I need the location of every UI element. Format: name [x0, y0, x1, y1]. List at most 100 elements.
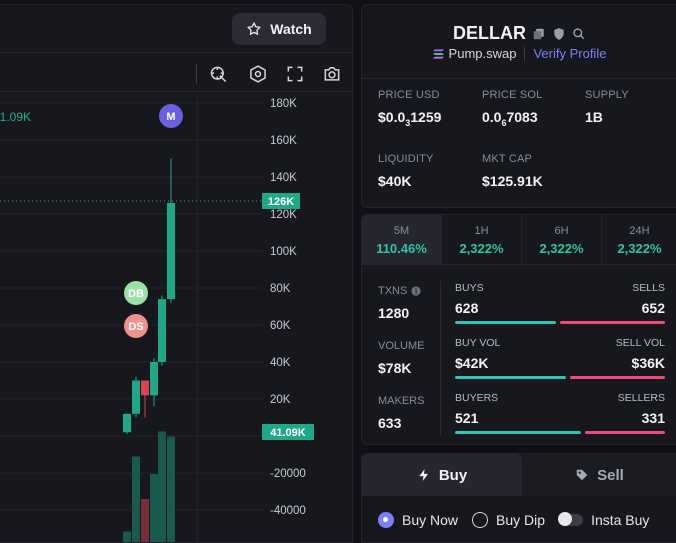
price-usd-label: PRICE USD: [378, 89, 440, 101]
price-axis-tick: 80K: [270, 283, 291, 295]
candle-body[interactable]: [123, 413, 131, 433]
candles: [123, 158, 175, 435]
tab-5m-value: 110.46%: [376, 241, 427, 256]
stat-makers: MAKERS 633: [378, 395, 424, 431]
candle-body[interactable]: [150, 362, 158, 396]
buyvol-sellvol-row: BUY VOL SELL VOL $42K $36K: [455, 337, 665, 379]
watch-button[interactable]: Watch: [232, 13, 326, 45]
buyvol-label: BUY VOL: [455, 337, 501, 349]
buyers-sellers-row: BUYERS SELLERS 521 331: [455, 392, 665, 434]
price-axis-tick: 140K: [270, 172, 297, 184]
solana-icon: [432, 48, 444, 59]
fullscreen-icon: [287, 66, 303, 82]
hexagon-settings-icon: [250, 65, 266, 83]
marker-db[interactable]: DB: [124, 281, 148, 305]
fullscreen-button[interactable]: [283, 62, 307, 86]
volume-bar: [141, 499, 149, 542]
buyvol-bar-fill: [455, 376, 567, 379]
verify-profile-link[interactable]: Verify Profile: [533, 46, 607, 61]
trade-tabs: Buy Sell: [362, 454, 676, 496]
watch-label: Watch: [270, 21, 312, 37]
candle-body[interactable]: [158, 299, 166, 362]
sellvol-value: $36K: [631, 355, 665, 371]
volume-tag: 41.09K: [262, 424, 314, 440]
stat-txns: TXNS 1280: [378, 285, 421, 321]
txns-value: 1280: [378, 305, 410, 321]
candle-body[interactable]: [132, 380, 140, 414]
price-usd-value: $0.031259: [378, 109, 442, 128]
search-icon[interactable]: [572, 27, 586, 41]
price-sol-label: PRICE SOL: [482, 89, 543, 101]
tab-5m-label: 5M: [393, 225, 410, 237]
insta-buy-toggle[interactable]: Insta Buy: [558, 512, 650, 528]
last-price-readout: 41.09K: [0, 110, 32, 124]
buy-tab[interactable]: Buy: [362, 454, 522, 496]
buy-tab-label: Buy: [438, 466, 468, 484]
indicator-tool-button[interactable]: [207, 62, 231, 86]
settings-tool-button[interactable]: [246, 62, 270, 86]
stat-price-usd: PRICE USD $0.031259: [378, 89, 441, 128]
timeframe-tabs: 5M 110.46% 1H 2,322% 6H 2,322% 24H 2,322…: [362, 215, 676, 265]
source-divider: [524, 46, 526, 61]
tab-1h-label: 1H: [474, 225, 489, 237]
sellers-label: SELLERS: [617, 392, 665, 404]
current-price-tag: 126K: [262, 193, 300, 209]
buys-sells-row: BUYS SELLS 628 652: [455, 282, 665, 324]
buyvol-value: $42K: [455, 355, 489, 371]
tab-1h-value: 2,322%: [459, 241, 504, 256]
order-type-row: Buy Now Buy Dip Insta Buy: [378, 512, 649, 528]
buyvol-sellvol-bar: [455, 376, 665, 379]
chart-toolbar: [0, 54, 352, 92]
price-chart[interactable]: 180K 160K 140K 120K 100K 80K 60K 40K 20K -20000 -4…: [0, 93, 353, 543]
lightning-icon: [419, 469, 428, 481]
magic-cursor-icon: [210, 66, 227, 83]
price-axis-tick: 20K: [270, 394, 291, 406]
marker-m[interactable]: M: [159, 104, 183, 128]
marker-ds-label: DS: [128, 321, 143, 333]
makers-label: MAKERS: [378, 395, 425, 407]
volume-bar: [132, 456, 140, 542]
buys-value: 628: [455, 300, 479, 316]
volume-bar: [123, 531, 131, 542]
buys-sells-bar: [455, 321, 665, 324]
screenshot-button[interactable]: [320, 62, 344, 86]
liquidity-label: LIQUIDITY: [378, 153, 434, 165]
sellers-value: 331: [641, 410, 665, 426]
tab-24h-label: 24H: [629, 225, 650, 237]
insta-buy-label: Insta Buy: [591, 512, 650, 528]
tab-5m[interactable]: 5M 110.46%: [362, 215, 442, 265]
tab-1h[interactable]: 1H 2,322%: [442, 215, 522, 265]
camera-icon: [324, 67, 340, 81]
sellers-bar-fill: [585, 431, 665, 434]
buyers-bar-fill: [455, 431, 582, 434]
buyers-label: BUYERS: [455, 392, 499, 404]
shield-icon[interactable]: [552, 27, 566, 41]
sell-tab[interactable]: Sell: [522, 454, 676, 496]
sell-tab-label: Sell: [597, 466, 624, 484]
chart-grid: [0, 102, 262, 511]
price-sol-value: 0.067083: [482, 109, 538, 128]
sells-label: SELLS: [632, 282, 665, 294]
stat-price-sol: PRICE SOL 0.067083: [482, 89, 543, 128]
buy-now-option[interactable]: Buy Now: [378, 512, 458, 528]
candle-body[interactable]: [167, 202, 175, 300]
price-axis-tick: 100K: [270, 246, 297, 258]
source-link[interactable]: Pump.swap: [432, 46, 517, 61]
copy-icon[interactable]: [532, 27, 546, 41]
info-icon[interactable]: [411, 286, 421, 296]
buy-dip-label: Buy Dip: [496, 512, 546, 528]
volume-bar: [167, 436, 175, 542]
buy-dip-option[interactable]: Buy Dip: [472, 512, 545, 528]
candlestick-chart[interactable]: 180K 160K 140K 120K 100K 80K 60K 40K 20K -20000 -4…: [0, 93, 353, 543]
volume-tag-label: 41.09K: [270, 427, 306, 439]
tab-6h-label: 6H: [554, 225, 569, 237]
tab-24h[interactable]: 24H 2,322%: [602, 215, 676, 265]
txn-divider: [440, 281, 441, 435]
tab-6h[interactable]: 6H 2,322%: [522, 215, 602, 265]
candle-body[interactable]: [141, 380, 149, 396]
toolbar-divider: [196, 64, 197, 84]
marker-ds[interactable]: DS: [124, 314, 148, 338]
price-axis-tick: 160K: [270, 135, 297, 147]
source-name: Pump.swap: [448, 46, 517, 61]
